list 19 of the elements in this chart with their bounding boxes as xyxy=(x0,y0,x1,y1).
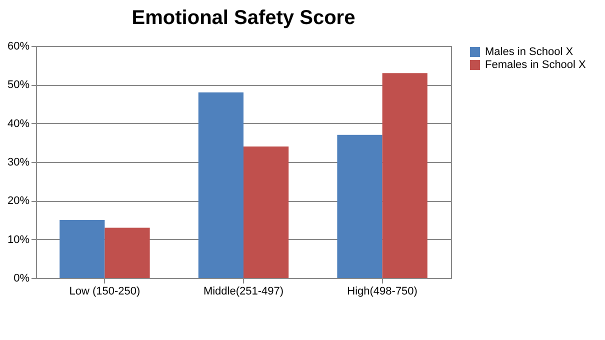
y-tick-label: 0% xyxy=(14,272,30,284)
x-tick-label: Low (150-250) xyxy=(69,286,140,298)
y-tick-label: 40% xyxy=(7,118,30,130)
y-tick-label: 30% xyxy=(7,156,30,168)
y-tick-label: 10% xyxy=(7,234,30,246)
legend-label: Females in School X xyxy=(485,59,587,71)
bar xyxy=(60,220,105,278)
bar xyxy=(104,228,150,278)
bar xyxy=(244,146,289,278)
y-tick-label: 50% xyxy=(7,79,30,92)
bar xyxy=(337,134,382,278)
x-tick-label: High(498-750) xyxy=(347,286,418,298)
chart-title: Emotional Safety Score xyxy=(132,7,356,29)
legend-label: Males in School X xyxy=(485,46,574,58)
bar xyxy=(198,92,244,278)
x-tick-label: Middle(251-497) xyxy=(203,286,284,298)
y-tick-label: 20% xyxy=(7,195,30,208)
bar xyxy=(382,73,428,278)
y-tick-label: 60% xyxy=(7,40,30,52)
